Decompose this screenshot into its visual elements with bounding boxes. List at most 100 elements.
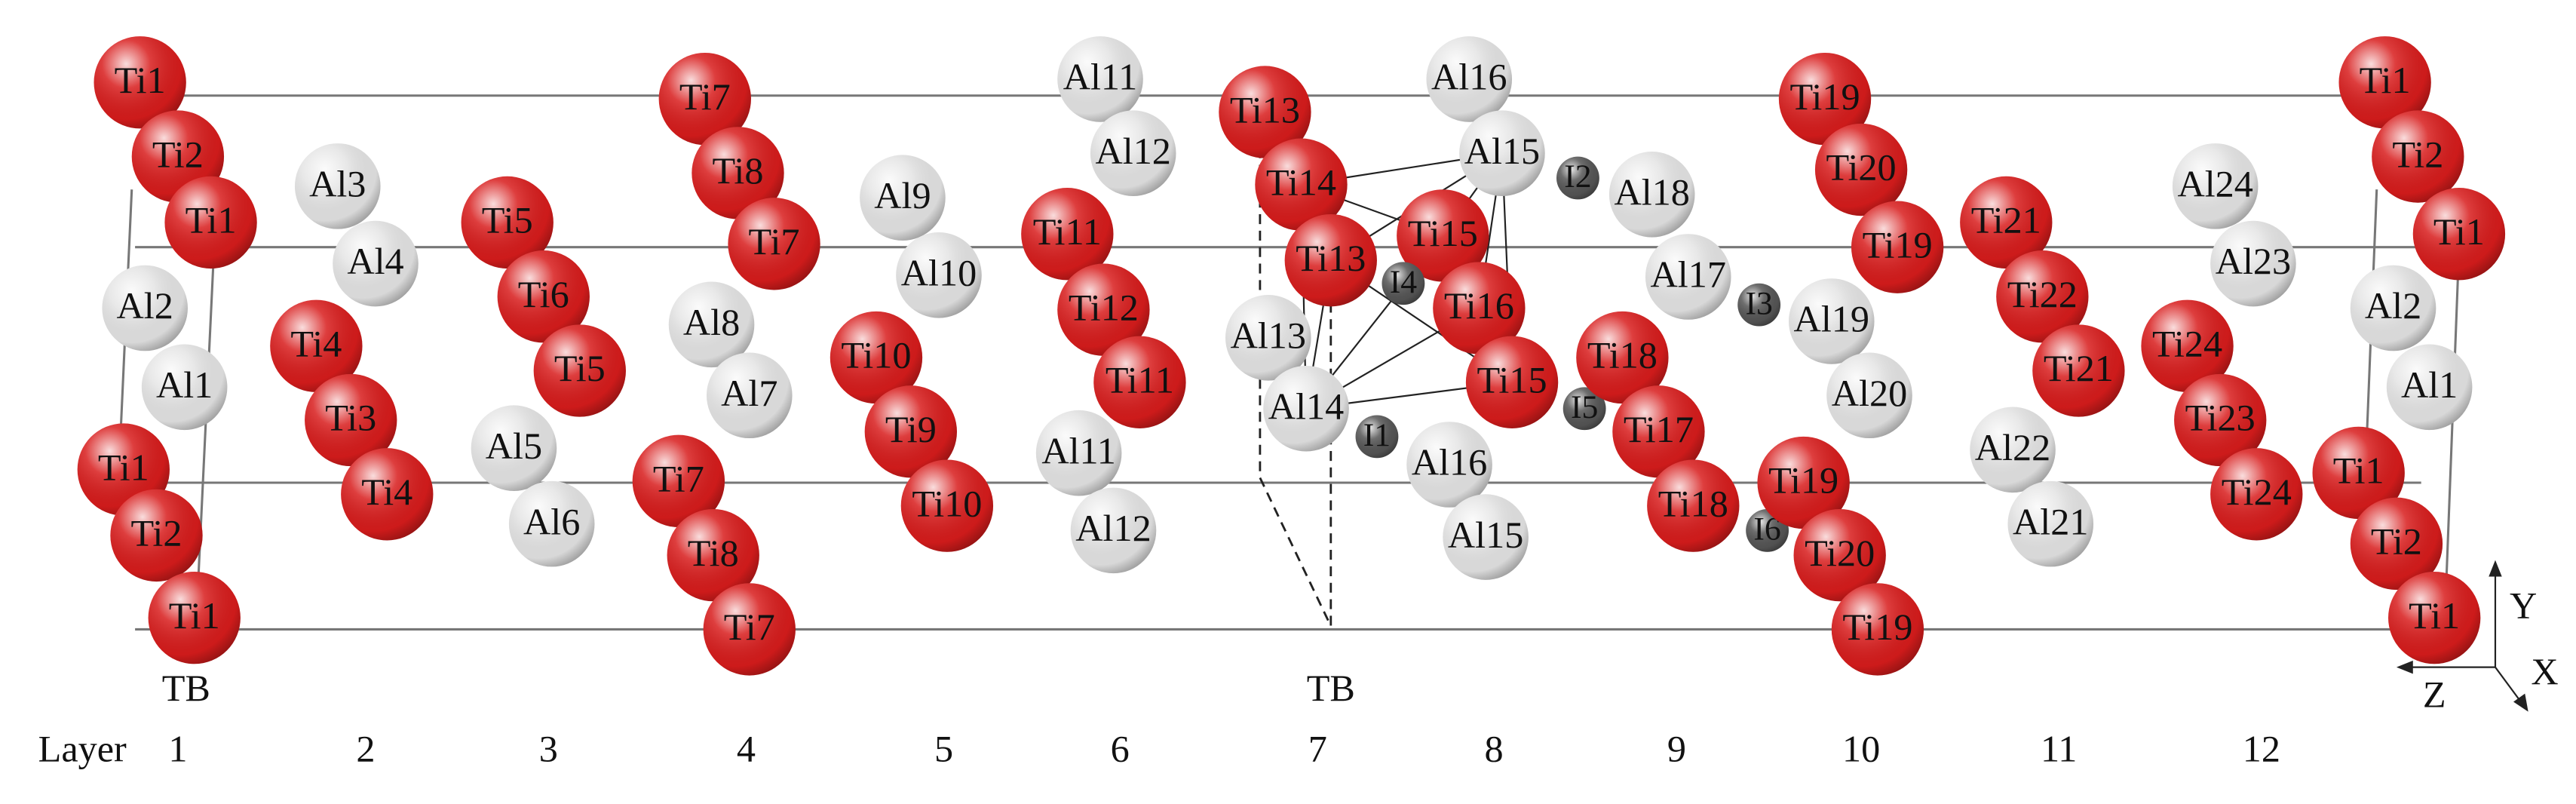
layer-number: 8	[1484, 728, 1503, 770]
atom-highlight	[2032, 324, 2125, 417]
atom-highlight	[668, 281, 755, 368]
atom: Ti10	[830, 311, 923, 404]
atom-label: Ti2	[152, 133, 204, 175]
atom-label: Al15	[1464, 130, 1540, 172]
atom: Ti19	[1778, 52, 1872, 146]
atom-highlight	[1057, 263, 1150, 356]
atom: Al1	[141, 344, 228, 431]
atom: Al15	[1459, 110, 1545, 196]
atom-highlight	[2312, 426, 2405, 520]
atom-highlight	[1562, 387, 1606, 431]
atom-label: Al22	[1975, 426, 2050, 468]
atom: Al6	[508, 480, 595, 567]
atom-label: Ti11	[1106, 359, 1174, 401]
atom-highlight	[896, 232, 982, 318]
axis-label: Z	[2423, 674, 2446, 716]
atom-highlight	[2372, 110, 2464, 203]
atom: Ti20	[1793, 508, 1886, 602]
atom-label: Al10	[901, 252, 977, 294]
atom-highlight	[1826, 352, 1912, 439]
atom: Al18	[1608, 152, 1695, 238]
atom-highlight	[2210, 448, 2303, 541]
atom-highlight	[667, 508, 759, 602]
atom-highlight	[1255, 138, 1348, 231]
atom-label: Ti1	[169, 594, 220, 637]
atom-highlight	[1647, 459, 1740, 552]
atom-label: Ti11	[1033, 210, 1102, 253]
atom-label: Ti5	[482, 199, 533, 241]
atom-highlight	[164, 176, 257, 269]
atom-highlight	[141, 344, 228, 431]
atom: Ti7	[703, 583, 796, 676]
atom-label: Ti5	[554, 347, 606, 389]
atom: Al19	[1788, 278, 1875, 364]
atom: Ti11	[1021, 188, 1114, 281]
atom: I3	[1737, 283, 1781, 327]
atom-label: Ti14	[1266, 161, 1336, 203]
atom: Ti13	[1219, 66, 1311, 158]
atom-highlight	[864, 385, 957, 478]
atom-label: Al6	[523, 500, 580, 542]
atom-label: Ti4	[290, 322, 342, 364]
atom-highlight	[1960, 176, 2053, 269]
layer-number: 12	[2243, 728, 2280, 770]
atom-highlight	[658, 52, 751, 146]
layer-number: 11	[2041, 728, 2077, 770]
atom-highlight	[2007, 480, 2094, 567]
atom-label: I5	[1571, 389, 1598, 425]
atom-highlight	[1090, 110, 1176, 196]
atom-highlight	[1219, 66, 1311, 158]
atom-highlight	[830, 311, 923, 404]
atom-highlight	[1831, 583, 1924, 676]
atom: Al15	[1443, 494, 1529, 580]
atom-highlight	[1970, 407, 2056, 493]
atom: Ti1	[2412, 188, 2506, 281]
axis-triad: Y Z X	[2396, 560, 2559, 716]
atom: Ti15	[1397, 189, 1489, 282]
atom-highlight	[1576, 311, 1669, 404]
atom-highlight	[1612, 385, 1705, 478]
atom: Ti16	[1433, 262, 1526, 354]
atom: Ti4	[341, 448, 434, 541]
atom: Al12	[1070, 487, 1157, 574]
atom-label: Ti16	[1444, 284, 1514, 327]
atom-highlight	[1355, 415, 1399, 459]
atom: Ti5	[461, 176, 554, 269]
atom: Ti19	[1757, 436, 1850, 529]
atom: I2	[1556, 156, 1599, 200]
atom-label: Ti1	[2333, 450, 2384, 492]
atom-highlight	[1406, 422, 1492, 508]
atom-label: Al18	[1614, 171, 1689, 213]
atom-highlight	[533, 324, 626, 417]
atom: Ti10	[900, 459, 994, 552]
atom-highlight	[1093, 336, 1186, 428]
atom-label: I3	[1745, 285, 1772, 321]
atom-label: Ti4	[361, 471, 412, 513]
atom-highlight	[2338, 36, 2431, 129]
atom: Al16	[1426, 36, 1513, 122]
atom: Ti2	[2372, 110, 2464, 203]
atom-highlight	[270, 299, 363, 392]
atom-highlight	[2350, 265, 2436, 351]
atom-label: Ti1	[2433, 210, 2485, 253]
atom: Al3	[294, 143, 381, 229]
atom-label: Al8	[683, 301, 740, 343]
atom: Al12	[1090, 110, 1176, 196]
atom-label: I1	[1363, 417, 1391, 453]
atom-highlight	[471, 405, 557, 491]
atom-label: Ti20	[1826, 146, 1897, 189]
atom-label: Ti7	[724, 606, 775, 648]
atom: Al8	[668, 281, 755, 368]
atom: I5	[1562, 387, 1606, 431]
atom: Al14	[1263, 365, 1349, 452]
atom: Al9	[860, 155, 946, 241]
atom: Ti20	[1814, 123, 1908, 216]
atom-highlight	[1465, 336, 1559, 428]
atom: I6	[1746, 508, 1789, 552]
atom-label: Ti20	[1805, 532, 1875, 574]
atom: Ti7	[728, 198, 820, 290]
atom-highlight	[497, 250, 590, 343]
layer-number: 6	[1111, 728, 1130, 770]
atom: Ti1	[2338, 36, 2431, 129]
atom-label: Ti13	[1296, 237, 1366, 279]
